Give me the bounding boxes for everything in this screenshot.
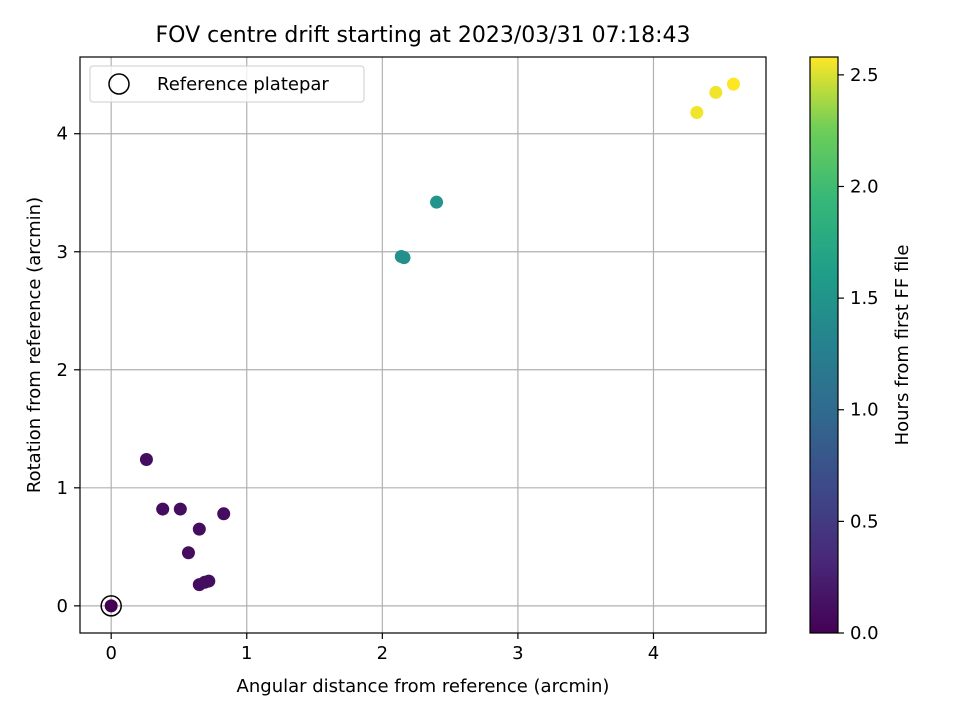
x-tick-label: 3 — [512, 643, 523, 664]
data-point — [726, 77, 740, 91]
colorbar-label: Hours from first FF file — [892, 245, 913, 446]
colorbar-tick-label: 1.0 — [850, 400, 879, 421]
colorbar: 0.0 0.5 1.0 1.5 2.0 2.5 Hours from first FF f… — [809, 56, 913, 644]
colorbar-gradient — [809, 56, 839, 634]
chart-title: FOV centre drift starting at 2023/03/31 … — [156, 23, 691, 48]
legend-entry-reference: Reference platepar — [157, 74, 329, 95]
colorbar-tick-label: 2.5 — [850, 65, 879, 86]
y-tick-label: 3 — [57, 242, 68, 263]
data-point — [430, 195, 444, 209]
x-tick-label: 1 — [241, 643, 252, 664]
colorbar-tick-label: 0.5 — [850, 511, 879, 532]
y-tick-label: 1 — [57, 478, 68, 499]
legend-box — [89, 65, 365, 103]
scatter-points — [100, 77, 740, 617]
grid — [80, 57, 766, 633]
data-point — [202, 574, 216, 588]
x-tick-label: 4 — [648, 643, 659, 664]
colorbar-tick-label: 0.0 — [850, 623, 879, 644]
data-point — [192, 522, 206, 536]
x-tick-label: 0 — [105, 643, 116, 664]
colorbar-ticks: 0.0 0.5 1.0 1.5 2.0 2.5 — [838, 65, 879, 644]
data-point — [709, 85, 723, 99]
y-tick-label: 4 — [57, 124, 68, 145]
plot-frame — [79, 56, 767, 634]
data-point — [104, 599, 118, 613]
legend: Reference platepar — [89, 65, 365, 103]
y-axis-label: Rotation from reference (arcmin) — [24, 197, 45, 493]
data-point — [139, 452, 153, 466]
data-point — [217, 507, 231, 521]
y-tick-label: 2 — [57, 360, 68, 381]
colorbar-tick-label: 1.5 — [850, 288, 879, 309]
data-point — [181, 546, 195, 560]
x-axis-ticks: 0 1 2 3 4 — [105, 633, 659, 664]
data-point — [156, 502, 170, 516]
data-point — [690, 105, 704, 119]
legend-reference-marker — [108, 73, 130, 95]
x-tick-label: 2 — [377, 643, 388, 664]
colorbar-tick-label: 2.0 — [850, 176, 879, 197]
reference-platepar-marker — [100, 595, 122, 617]
x-axis-label: Angular distance from reference (arcmin) — [237, 676, 610, 697]
data-point — [173, 502, 187, 516]
y-tick-label: 0 — [57, 596, 68, 617]
y-axis-ticks: 0 1 2 3 4 — [57, 124, 80, 617]
data-point — [397, 251, 411, 265]
